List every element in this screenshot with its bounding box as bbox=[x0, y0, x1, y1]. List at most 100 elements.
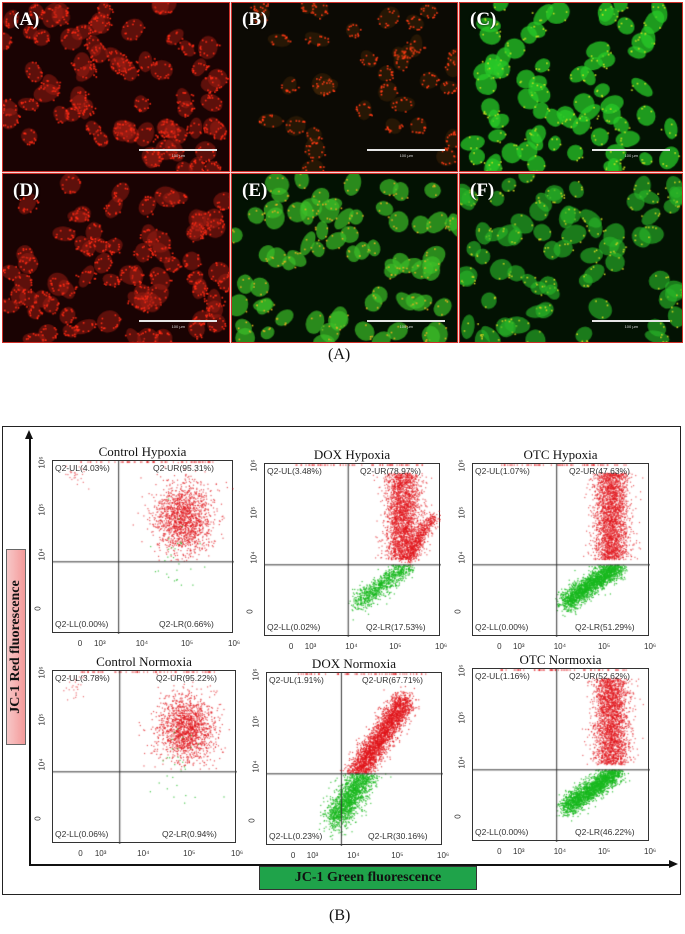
x-tick-label: 10⁶ bbox=[231, 849, 244, 858]
quadrant-ur-label: Q2-UR(67.71%) bbox=[362, 675, 423, 685]
plot-title: Control Hypoxia bbox=[98, 444, 187, 459]
panel-label: (D) bbox=[13, 180, 40, 201]
y-tick-label: 0 bbox=[33, 606, 43, 611]
x-tick-label: 10⁵ bbox=[180, 639, 194, 648]
quadrant-lr-label: Q2-LR(0.94%) bbox=[162, 829, 217, 839]
x-tick-label: 10⁵ bbox=[597, 847, 611, 856]
scatter-plot bbox=[266, 672, 443, 846]
quadrant-lr-label: Q2-LR(30.16%) bbox=[368, 831, 428, 841]
scatter-canvas bbox=[265, 464, 441, 637]
x-tick-label: 10³ bbox=[94, 639, 106, 648]
x-tick-label: 10⁵ bbox=[183, 849, 196, 858]
y-tick-label: 10⁶ bbox=[37, 666, 47, 680]
scatter-plot bbox=[264, 463, 441, 637]
scale-bar bbox=[592, 149, 670, 151]
x-tick-label: 0 bbox=[497, 847, 502, 856]
scatter-canvas bbox=[473, 669, 650, 842]
y-tick-label: 0 bbox=[453, 609, 463, 614]
y-tick-label: 10⁵ bbox=[251, 715, 261, 728]
x-tick-label: 0 bbox=[288, 642, 294, 651]
x-tick-label: 0 bbox=[77, 639, 83, 648]
x-tick-label: 10⁵ bbox=[597, 642, 611, 651]
micro-panel-c: (C) 100 µm bbox=[459, 2, 683, 172]
scatter-plot bbox=[472, 668, 650, 842]
panel-label: (A) bbox=[13, 9, 40, 30]
y-tick-label: 10⁴ bbox=[249, 551, 259, 564]
scatter-canvas bbox=[267, 673, 443, 846]
y-axis-arrow bbox=[26, 430, 32, 864]
x-tick-label: 10⁴ bbox=[553, 847, 567, 856]
quadrant-ll-label: Q2-LL(0.02%) bbox=[267, 622, 321, 632]
y-tick-label: 10⁶ bbox=[249, 459, 259, 473]
quadrant-ur-label: Q2-UR(95.22%) bbox=[156, 673, 217, 683]
x-axis-arrow bbox=[29, 861, 678, 867]
quadrant-ur-label: Q2-UR(78.97%) bbox=[360, 466, 421, 476]
x-tick-label: 10⁶ bbox=[644, 847, 657, 856]
scatter-plot bbox=[52, 460, 234, 634]
y-tick-label: 10⁶ bbox=[37, 456, 47, 470]
scale-bar-text: 100 µm bbox=[624, 324, 638, 329]
y-tick-label: 10⁴ bbox=[251, 760, 261, 773]
quadrant-ur-label: Q2-UR(95.31%) bbox=[153, 463, 214, 473]
microscopy-grid: (A) 100 µm (B) 100 µm (C) 100 µm (D) 100… bbox=[2, 2, 683, 343]
scale-bar-text: 100 µm bbox=[171, 153, 185, 158]
figure-b-caption: (B) bbox=[329, 907, 351, 924]
micro-panel-f: (F) 100 µm bbox=[459, 173, 683, 343]
scatter-canvas bbox=[53, 461, 234, 634]
x-tick-label: 10³ bbox=[513, 847, 525, 856]
y-tick-label: 0 bbox=[33, 816, 43, 821]
x-tick-label: 10³ bbox=[306, 851, 319, 860]
x-tick-label: 10⁶ bbox=[437, 851, 450, 860]
quadrant-ll-label: Q2-LL(0.00%) bbox=[475, 827, 529, 837]
scale-bar bbox=[367, 320, 445, 322]
scale-bar-text: 100 µm bbox=[399, 324, 413, 329]
micro-panel-a: (A) 100 µm bbox=[2, 2, 230, 172]
x-tick-label: 10⁵ bbox=[391, 851, 404, 860]
y-axis-label-box: JC-1 Red fluorescence bbox=[6, 549, 26, 745]
micro-panel-e: (E) 100 µm bbox=[231, 173, 458, 343]
y-tick-label: 0 bbox=[247, 818, 257, 823]
x-tick-label: 10⁴ bbox=[135, 639, 149, 648]
quadrant-ur-label: Q2-UR(47.63%) bbox=[569, 466, 630, 476]
x-tick-label: 10⁴ bbox=[347, 851, 360, 860]
y-tick-label: 10⁴ bbox=[457, 756, 467, 769]
micro-panel-d: (D) 100 µm bbox=[2, 173, 230, 343]
y-axis-label: JC-1 Red fluorescence bbox=[8, 580, 23, 714]
y-tick-label: 10⁶ bbox=[457, 664, 467, 678]
plot-title: OTC Normoxia bbox=[519, 652, 602, 667]
quadrant-ll-label: Q2-LL(0.00%) bbox=[55, 619, 109, 629]
micro-image bbox=[232, 174, 457, 342]
y-tick-label: 10⁵ bbox=[249, 506, 259, 519]
quadrant-ul-label: Q2-UL(3.78%) bbox=[55, 673, 110, 683]
micro-image bbox=[3, 3, 229, 171]
quadrant-ul-label: Q2-UL(3.48%) bbox=[267, 466, 322, 476]
x-tick-label: 10³ bbox=[304, 642, 317, 651]
quadrant-ll-label: Q2-LL(0.00%) bbox=[475, 622, 529, 632]
x-tick-label: 10³ bbox=[513, 642, 525, 651]
plot-title: Control Normoxia bbox=[96, 654, 192, 669]
micro-panel-b: (B) 100 µm bbox=[231, 2, 458, 172]
micro-image bbox=[460, 3, 682, 171]
micro-image bbox=[3, 174, 229, 342]
panel-label: (E) bbox=[242, 180, 268, 201]
plot-title: DOX Hypoxia bbox=[313, 447, 391, 462]
y-tick-label: 10⁵ bbox=[37, 503, 47, 516]
x-tick-label: 0 bbox=[290, 851, 296, 860]
quadrant-ur-label: Q2-UR(52.62%) bbox=[569, 671, 630, 681]
x-tick-label: 10⁴ bbox=[553, 642, 567, 651]
quadrant-ul-label: Q2-UL(1.16%) bbox=[475, 671, 530, 681]
micro-image bbox=[232, 3, 457, 171]
y-tick-label: 10⁶ bbox=[457, 459, 467, 473]
y-tick-label: 10⁵ bbox=[457, 711, 467, 724]
x-axis-label: JC-1 Green fluorescence bbox=[294, 870, 442, 885]
plot-title: OTC Hypoxia bbox=[523, 447, 598, 462]
plot-title: DOX Normoxia bbox=[311, 656, 397, 671]
x-tick-label: 10⁶ bbox=[435, 642, 448, 651]
scatter-canvas bbox=[473, 464, 650, 637]
y-tick-label: 0 bbox=[245, 609, 255, 614]
quadrant-ll-label: Q2-LL(0.23%) bbox=[269, 831, 323, 841]
micro-image bbox=[460, 174, 682, 342]
x-tick-label: 10⁴ bbox=[345, 642, 358, 651]
flow-cytometry-frame bbox=[2, 426, 681, 895]
figure-a-caption: (A) bbox=[328, 346, 351, 363]
